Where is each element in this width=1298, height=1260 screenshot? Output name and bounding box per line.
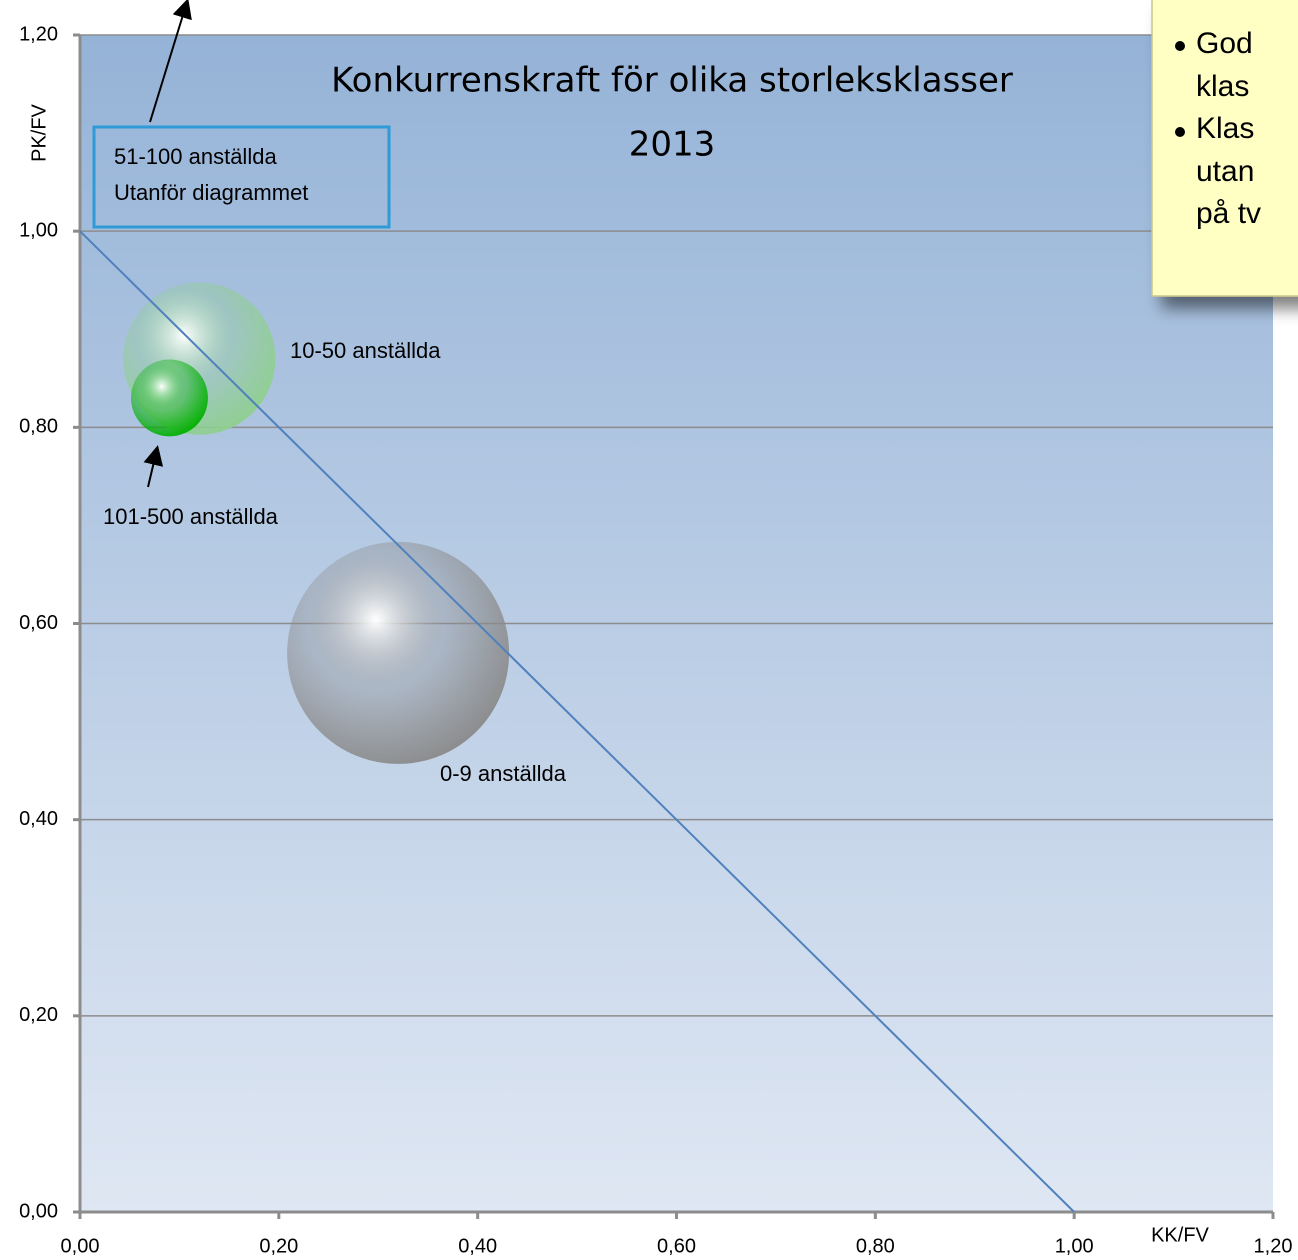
bubble bbox=[131, 359, 208, 437]
x-tick-label: 0,20 bbox=[259, 1235, 298, 1257]
callout-text: utan bbox=[1196, 155, 1254, 188]
arrow bbox=[143, 445, 164, 488]
callout-text: på tv bbox=[1196, 197, 1261, 230]
arrow bbox=[149, 0, 192, 123]
bubble bbox=[287, 541, 510, 764]
chart-title: Konkurrenskraft för olika storleksklasse… bbox=[331, 61, 1013, 101]
y-tick-label: 0,80 bbox=[19, 416, 58, 438]
y-tick-label: 0,60 bbox=[19, 612, 58, 634]
annotation-box bbox=[92, 125, 391, 229]
x-tick-label: 0,00 bbox=[61, 1235, 100, 1257]
annotation: 51-100 anställda bbox=[114, 144, 277, 169]
y-tick-label: 1,20 bbox=[19, 23, 58, 45]
callout-text: Klas bbox=[1196, 112, 1254, 145]
y-axis-label: PK/FV bbox=[28, 103, 50, 161]
bullet bbox=[1175, 127, 1185, 137]
x-axis-label: KK/FV bbox=[1151, 1224, 1209, 1246]
bubble-label: 0-9 anställda bbox=[440, 761, 567, 786]
callout-text: God bbox=[1196, 27, 1253, 60]
y-tick-label: 0,40 bbox=[19, 808, 58, 830]
bubble-label: 10-50 anställda bbox=[290, 338, 441, 363]
callout: God klas Klas utan på tv bbox=[1151, 0, 1298, 297]
y-tick-label: 1,00 bbox=[19, 219, 58, 241]
callout-text: klas bbox=[1196, 70, 1249, 103]
reference-line bbox=[79, 230, 1075, 1213]
bubble-label: 101-500 anställda bbox=[103, 504, 279, 529]
bullet bbox=[1175, 41, 1185, 51]
y-tick-label: 0,00 bbox=[19, 1200, 58, 1222]
x-tick-label: 1,00 bbox=[1055, 1235, 1094, 1257]
x-tick-label: 0,40 bbox=[458, 1235, 497, 1257]
chart-title: 2013 bbox=[629, 125, 716, 165]
x-tick-label: 1,20 bbox=[1254, 1235, 1293, 1257]
annotation: Utanför diagrammet bbox=[114, 180, 308, 205]
y-tick-label: 0,20 bbox=[19, 1004, 58, 1026]
x-tick-label: 0,60 bbox=[657, 1235, 696, 1257]
x-tick-label: 0,80 bbox=[856, 1235, 895, 1257]
